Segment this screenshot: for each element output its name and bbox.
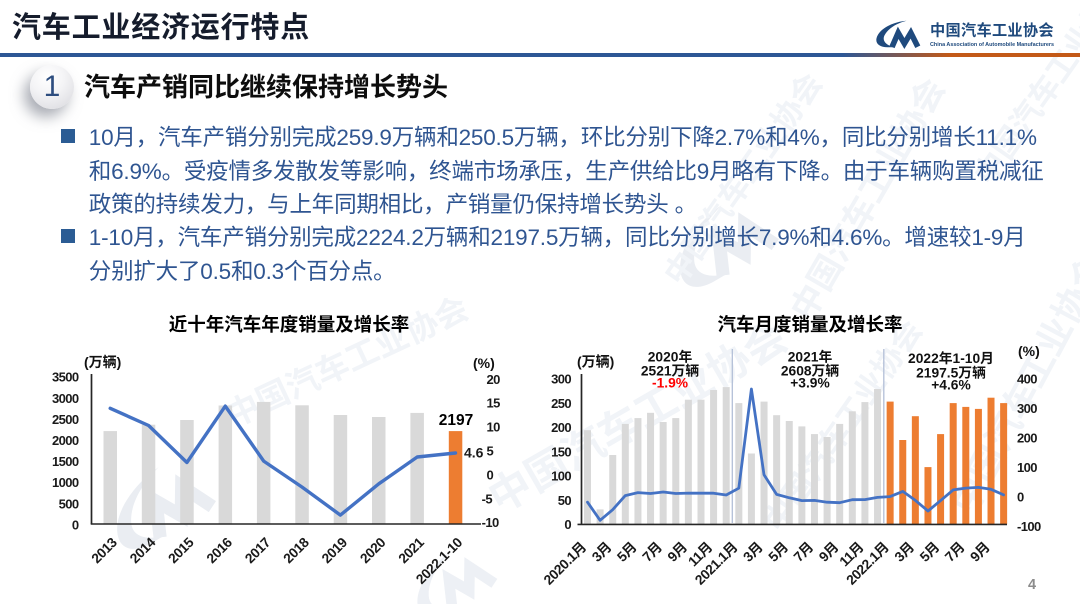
svg-text:China Association of Automobil: China Association of Automobile Manufact… xyxy=(930,40,1054,48)
svg-text:5: 5 xyxy=(487,444,494,459)
svg-text:2500: 2500 xyxy=(52,412,79,427)
svg-text:2020: 2020 xyxy=(354,532,389,567)
svg-text:10: 10 xyxy=(487,420,501,435)
svg-text:(万辆): (万辆) xyxy=(577,352,614,372)
svg-text:9月: 9月 xyxy=(965,537,994,566)
svg-text:2016: 2016 xyxy=(201,532,236,567)
svg-text:中国汽车工业协会: 中国汽车工业协会 xyxy=(930,19,1054,41)
svg-text:2197.5万辆: 2197.5万辆 xyxy=(916,361,986,381)
svg-text:-100: -100 xyxy=(1017,519,1041,534)
svg-text:近十年汽车年度销量及增长率: 近十年汽车年度销量及增长率 xyxy=(169,311,410,337)
svg-text:3500: 3500 xyxy=(52,370,79,385)
svg-text:2608万辆: 2608万辆 xyxy=(781,360,839,380)
svg-text:2014: 2014 xyxy=(124,532,159,567)
svg-text:-5: -5 xyxy=(482,491,493,506)
svg-text:2013: 2013 xyxy=(86,532,121,567)
svg-text:4.6: 4.6 xyxy=(464,442,484,462)
svg-text:2020.1月: 2020.1月 xyxy=(538,537,590,589)
svg-text:+3.9%: +3.9% xyxy=(790,372,830,392)
svg-text:150: 150 xyxy=(551,444,571,459)
svg-text:(%): (%) xyxy=(473,353,495,373)
svg-text:200: 200 xyxy=(551,420,571,435)
svg-text:100: 100 xyxy=(551,469,571,484)
svg-text:300: 300 xyxy=(1017,401,1037,416)
svg-text:1000: 1000 xyxy=(52,475,79,490)
svg-text:-10: -10 xyxy=(482,515,499,530)
svg-text:2019: 2019 xyxy=(316,532,351,567)
svg-text:0: 0 xyxy=(487,467,494,482)
svg-text:20: 20 xyxy=(487,372,501,387)
svg-text:+4.6%: +4.6% xyxy=(931,374,971,394)
svg-text:2022年1-10月: 2022年1-10月 xyxy=(908,347,994,367)
svg-text:2021年: 2021年 xyxy=(788,345,833,365)
svg-text:2015: 2015 xyxy=(163,532,198,567)
svg-text:2521万辆: 2521万辆 xyxy=(641,360,699,380)
svg-text:15: 15 xyxy=(487,396,501,411)
svg-text:400: 400 xyxy=(1017,371,1037,386)
svg-text:250: 250 xyxy=(551,396,571,411)
svg-text:50: 50 xyxy=(558,493,572,508)
svg-text:300: 300 xyxy=(551,372,571,387)
svg-text:(万辆): (万辆) xyxy=(84,352,121,372)
svg-text:3000: 3000 xyxy=(52,391,79,406)
svg-text:-1.9%: -1.9% xyxy=(652,372,688,392)
svg-text:200: 200 xyxy=(1017,431,1037,446)
svg-text:2000: 2000 xyxy=(52,433,79,448)
svg-text:500: 500 xyxy=(59,496,79,511)
svg-text:汽车月度销量及增长率: 汽车月度销量及增长率 xyxy=(717,311,902,337)
svg-text:2020年: 2020年 xyxy=(648,345,693,365)
svg-text:1500: 1500 xyxy=(52,454,79,469)
svg-text:0: 0 xyxy=(1017,490,1024,505)
svg-text:2017: 2017 xyxy=(239,532,274,567)
svg-text:0: 0 xyxy=(72,517,79,532)
svg-text:2018: 2018 xyxy=(278,532,313,567)
svg-text:(%): (%) xyxy=(1018,341,1040,361)
svg-text:2197: 2197 xyxy=(439,408,473,430)
svg-text:0: 0 xyxy=(564,517,571,532)
svg-text:100: 100 xyxy=(1017,460,1037,475)
